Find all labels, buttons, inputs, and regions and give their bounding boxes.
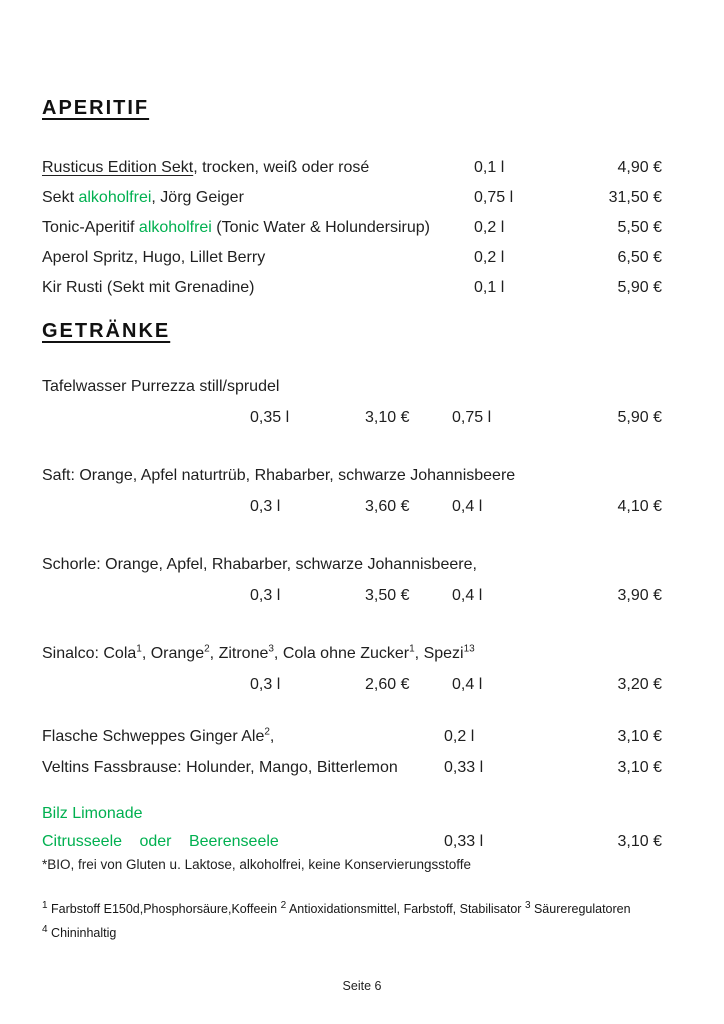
item-price: 4,90 € <box>617 159 662 176</box>
item-volume: 0,2 l <box>444 728 475 745</box>
item-volume: 0,3 l <box>250 498 281 515</box>
drink-group: Sinalco: Cola1, Orange2, Zitrone3, Cola … <box>42 644 662 695</box>
menu-item-row: Citrusseele oder Beerenseele 0,33 l 3,10… <box>42 832 662 852</box>
item-price: 5,90 € <box>617 279 662 296</box>
item-name: Flasche Schweppes Ginger Ale2, <box>42 726 275 745</box>
item-volume: 0,75 l <box>452 409 492 426</box>
item-volume: 0,33 l <box>444 833 484 850</box>
item-volume: 0,1 l <box>474 159 505 176</box>
item-name: Aperol Spritz, Hugo, Lillet Berry <box>42 249 266 266</box>
item-volume: 0,4 l <box>452 498 483 515</box>
item-price: 6,50 € <box>617 249 662 266</box>
item-volume: 0,4 l <box>452 676 483 693</box>
item-name: Sinalco: Cola1, Orange2, Zitrone3, Cola … <box>42 643 475 662</box>
item-name: Saft: Orange, Apfel naturtrüb, Rhabarber… <box>42 467 516 484</box>
bio-note: *BIO, frei von Gluten u. Laktose, alkoho… <box>42 857 471 872</box>
item-name: Citrusseele oder Beerenseele <box>42 833 279 850</box>
item-volume: 0,3 l <box>250 587 281 604</box>
item-name: Tonic-Aperitif alkoholfrei (Tonic Water … <box>42 219 431 236</box>
size-price-row: 0,35 l 3,10 € 0,75 l 5,90 € <box>42 408 662 428</box>
page-footer: Seite 6 <box>342 979 382 993</box>
section-heading-aperitif: APERITIF <box>42 97 150 119</box>
item-price: 3,50 € <box>365 587 410 604</box>
item-volume: 0,3 l <box>250 676 281 693</box>
size-price-row: 0,3 l 2,60 € 0,4 l 3,20 € <box>42 675 662 695</box>
bilz-limonade-title: Bilz Limonade <box>42 805 143 822</box>
footnotes: 1 Farbstoff E150d,Phosphorsäure,Koffeein… <box>42 898 662 946</box>
size-price-row: 0,3 l 3,50 € 0,4 l 3,90 € <box>42 586 662 606</box>
menu-item-row: Tonic-Aperitif alkoholfrei (Tonic Water … <box>42 218 662 238</box>
menu-item-row: Kir Rusti (Sekt mit Grenadine) 0,1 l 5,9… <box>42 278 662 298</box>
item-price: 4,10 € <box>617 498 662 515</box>
drink-group: Schorle: Orange, Apfel, Rhabarber, schwa… <box>42 555 662 606</box>
menu-item-row: Rusticus Edition Sekt, trocken, weiß ode… <box>42 158 662 178</box>
drink-group: Saft: Orange, Apfel naturtrüb, Rhabarber… <box>42 466 662 517</box>
single-size-rows: Flasche Schweppes Ginger Ale2, 0,2 l 3,1… <box>42 727 662 778</box>
item-volume: 0,2 l <box>474 249 505 266</box>
menu-content: APERITIF Rusticus Edition Sekt, trocken,… <box>42 97 662 946</box>
item-name: Tafelwasser Purrezza still/sprudel <box>42 378 280 395</box>
item-price: 3,10 € <box>617 759 662 776</box>
item-price: 3,90 € <box>617 587 662 604</box>
item-volume: 0,75 l <box>474 189 514 206</box>
item-name: Schorle: Orange, Apfel, Rhabarber, schwa… <box>42 556 477 573</box>
menu-item-row: Veltins Fassbrause: Holunder, Mango, Bit… <box>42 758 662 778</box>
item-name: Rusticus Edition Sekt, trocken, weiß ode… <box>42 159 370 176</box>
item-name: Veltins Fassbrause: Holunder, Mango, Bit… <box>42 759 398 776</box>
item-name: Kir Rusti (Sekt mit Grenadine) <box>42 279 255 296</box>
item-price: 2,60 € <box>365 676 410 693</box>
item-price: 31,50 € <box>608 189 662 206</box>
item-price: 3,10 € <box>617 728 662 745</box>
item-price: 3,60 € <box>365 498 410 515</box>
footnote-line: 1 Farbstoff E150d,Phosphorsäure,Koffeein… <box>42 899 631 916</box>
section-heading-getraenke: GETRÄNKE <box>42 320 171 342</box>
item-price: 3,20 € <box>617 676 662 693</box>
menu-item-row: Flasche Schweppes Ginger Ale2, 0,2 l 3,1… <box>42 727 662 747</box>
item-price: 5,90 € <box>617 409 662 426</box>
item-volume: 0,35 l <box>250 409 290 426</box>
aperitif-rows: Rusticus Edition Sekt, trocken, weiß ode… <box>42 158 662 298</box>
item-volume: 0,33 l <box>444 759 484 776</box>
item-volume: 0,2 l <box>474 219 505 236</box>
item-volume: 0,4 l <box>452 587 483 604</box>
item-price: 3,10 € <box>365 409 410 426</box>
menu-item-row: Aperol Spritz, Hugo, Lillet Berry 0,2 l … <box>42 248 662 268</box>
item-price: 5,50 € <box>617 219 662 236</box>
drink-group: Tafelwasser Purrezza still/sprudel 0,35 … <box>42 377 662 428</box>
item-price: 3,10 € <box>617 833 662 850</box>
menu-item-row: Sekt alkoholfrei, Jörg Geiger 0,75 l 31,… <box>42 188 662 208</box>
item-name: Sekt alkoholfrei, Jörg Geiger <box>42 189 244 206</box>
size-price-row: 0,3 l 3,60 € 0,4 l 4,10 € <box>42 497 662 517</box>
item-volume: 0,1 l <box>474 279 505 296</box>
footnote-line: 4 Chininhaltig <box>42 923 117 940</box>
